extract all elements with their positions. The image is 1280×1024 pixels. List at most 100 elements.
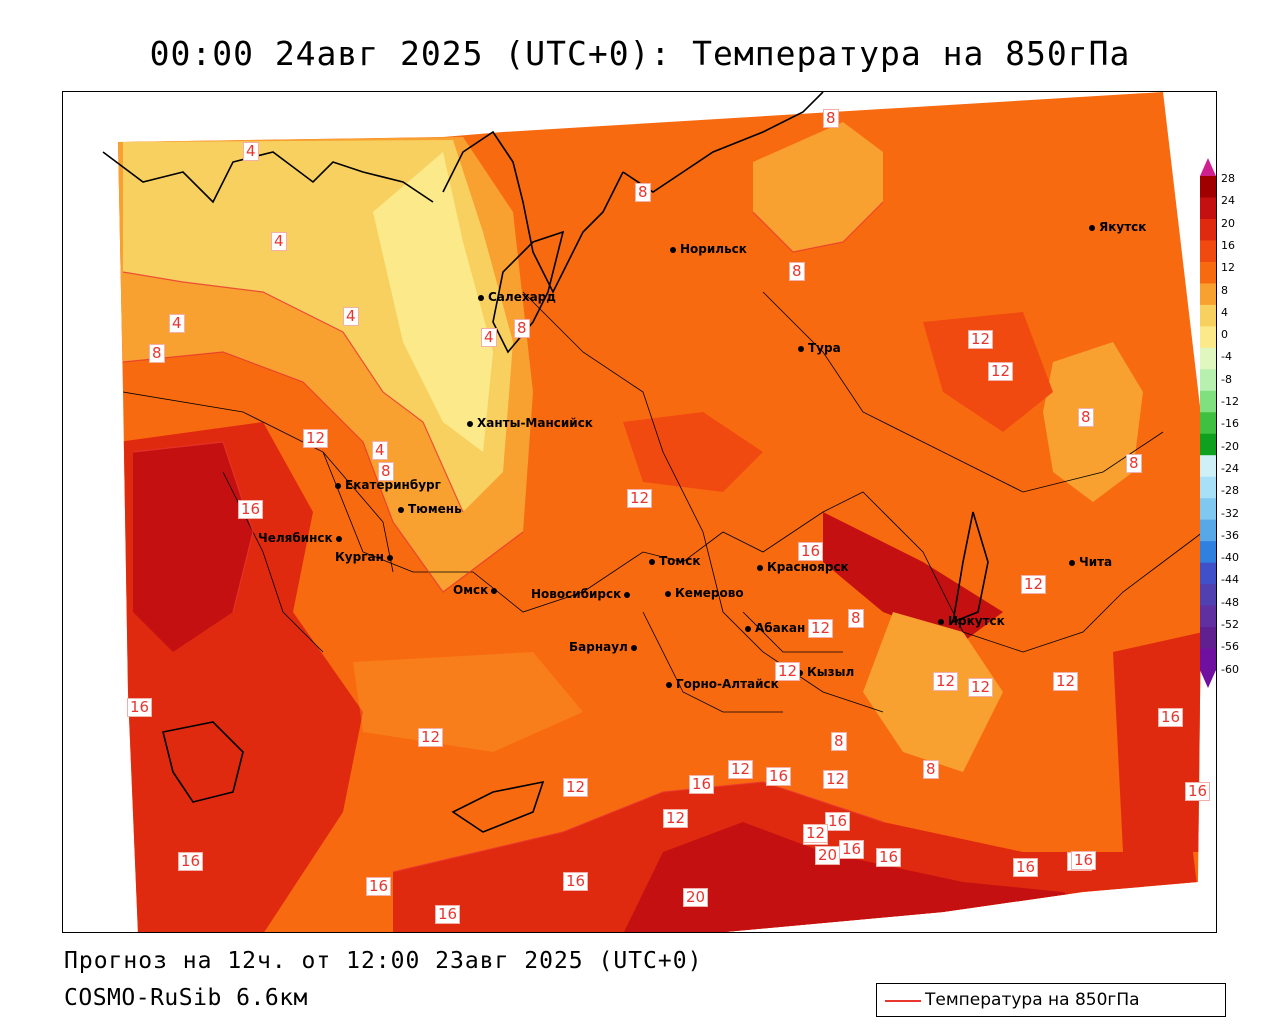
isotherm-label: 12 (303, 429, 329, 448)
colorbar-tick-label: 20 (1221, 216, 1235, 230)
city-label: Тура (798, 341, 841, 355)
isotherm-label: 8 (923, 760, 939, 779)
colorbar-tick-label: -4 (1221, 350, 1232, 364)
colorbar-tick-label: -60 (1221, 662, 1239, 676)
isotherm-label: 16 (127, 698, 153, 717)
colorbar-tick-label: -28 (1221, 484, 1239, 498)
city-dot-icon (665, 590, 671, 597)
colorbar-swatch (1200, 240, 1216, 263)
city-dot-icon (478, 294, 484, 301)
colorbar-tick-label: -56 (1221, 640, 1239, 654)
isotherm-label: 20 (683, 888, 709, 907)
colorbar-swatch (1200, 412, 1216, 435)
isotherm-label: 16 (766, 767, 792, 786)
colorbar-swatch (1200, 519, 1216, 542)
isotherm-label: 8 (1126, 454, 1142, 473)
city-label: Ханты-Мансийск (467, 416, 593, 430)
isotherm-label: 8 (635, 183, 651, 202)
isotherm-label: 12 (823, 770, 849, 789)
isotherm-label: 8 (823, 109, 839, 128)
colorbar-swatch (1200, 369, 1216, 392)
isotherm-label: 8 (514, 319, 530, 338)
colorbar-tick-label: 16 (1221, 238, 1235, 252)
isotherm-label: 8 (831, 732, 847, 751)
isotherm-label: 12 (563, 778, 589, 797)
isotherm-label: 16 (839, 840, 865, 859)
colorbar-tick-label: -16 (1221, 417, 1239, 431)
colorbar-tick-label: 8 (1221, 283, 1228, 297)
colorbar-swatch (1200, 498, 1216, 521)
colorbar-top-arrow (1200, 158, 1216, 176)
city-label: Салехард (478, 290, 556, 304)
colorbar-tick-label: -32 (1221, 506, 1239, 520)
isotherm-label: 16 (798, 542, 824, 561)
isotherm-label: 12 (728, 760, 754, 779)
isotherm-label: 8 (149, 344, 165, 363)
colorbar-tick-label: 12 (1221, 261, 1235, 275)
isotherm-label: 16 (178, 852, 204, 871)
colorbar-tick-label: 4 (1221, 305, 1228, 319)
colorbar-tick-label: -8 (1221, 372, 1232, 386)
colorbar-tick-label: -52 (1221, 618, 1239, 631)
city-label: Томск (649, 554, 701, 568)
map-title: 00:00 24авг 2025 (UTC+0): Температура на… (149, 34, 1131, 73)
colorbar-swatch (1200, 433, 1216, 456)
city-dot-icon (666, 681, 672, 688)
colorbar-swatch (1200, 648, 1216, 671)
isotherm-label: 12 (988, 362, 1014, 381)
city-dot-icon (398, 506, 404, 513)
isotherm-label: 8 (378, 462, 394, 481)
colorbar-tick-label: 24 (1221, 194, 1235, 208)
isotherm-label: 16 (825, 812, 851, 831)
isotherm-label: 12 (1053, 672, 1079, 691)
model-info: COSMO-RuSib 6.6км (64, 985, 308, 1011)
isotherm-label: 4 (271, 232, 287, 251)
city-label: Омск (453, 583, 501, 597)
isotherm-label: 16 (1158, 708, 1184, 727)
colorbar-swatch (1200, 562, 1216, 585)
isotherm-label: 12 (418, 728, 444, 747)
city-label: Якутск (1089, 220, 1146, 234)
isotherm-label: 4 (169, 314, 185, 333)
legend-label: Температура на 850гПа (925, 990, 1140, 1010)
colorbar-bottom-arrow (1200, 670, 1216, 688)
legend-box: Температура на 850гПа (876, 983, 1226, 1017)
city-label: Норильск (670, 242, 747, 256)
city-label: Горно-Алтайск (666, 677, 779, 691)
isotherm-label: 16 (1071, 851, 1097, 870)
city-label: Чита (1069, 555, 1112, 569)
colorbar-swatches (1200, 158, 1216, 688)
isotherm-label: 4 (343, 307, 359, 326)
city-dot-icon (938, 618, 944, 625)
isotherm-label: 12 (775, 662, 801, 681)
isotherm-label: 12 (968, 678, 994, 697)
isotherm-label: 16 (238, 500, 264, 519)
colorbar-swatch (1200, 627, 1216, 650)
colorbar-swatch (1200, 283, 1216, 306)
isotherm-label: 20 (815, 846, 841, 865)
colorbar-swatch (1200, 326, 1216, 349)
city-label: Барнаул (569, 640, 641, 654)
colorbar-swatch (1200, 261, 1216, 284)
city-dot-icon (630, 644, 637, 651)
city-label: Курган (335, 550, 397, 564)
isotherm-label: 12 (968, 330, 994, 349)
colorbar-swatch (1200, 455, 1216, 478)
temperature-map: Якутск Норильск Салехард Тура Ханты-Манс… (62, 91, 1217, 933)
city-dot-icon (386, 554, 393, 561)
colorbar-swatch (1200, 541, 1216, 564)
city-label: Абакан (745, 621, 805, 635)
isotherm-label: 16 (435, 905, 461, 924)
colorbar-swatch (1200, 176, 1216, 198)
colorbar-swatch (1200, 584, 1216, 607)
isotherm-label: 12 (627, 489, 653, 508)
city-label: Екатеринбург (335, 478, 441, 492)
colorbar-tick-label: -20 (1221, 439, 1239, 453)
city-dot-icon (757, 564, 763, 571)
city-dot-icon (1069, 559, 1075, 566)
city-label: Кемерово (665, 586, 744, 600)
isotherm-label: 12 (933, 672, 959, 691)
city-label: Челябинск (258, 531, 346, 545)
city-label: Новосибирск (531, 587, 634, 601)
isotherm-label: 12 (808, 619, 834, 638)
